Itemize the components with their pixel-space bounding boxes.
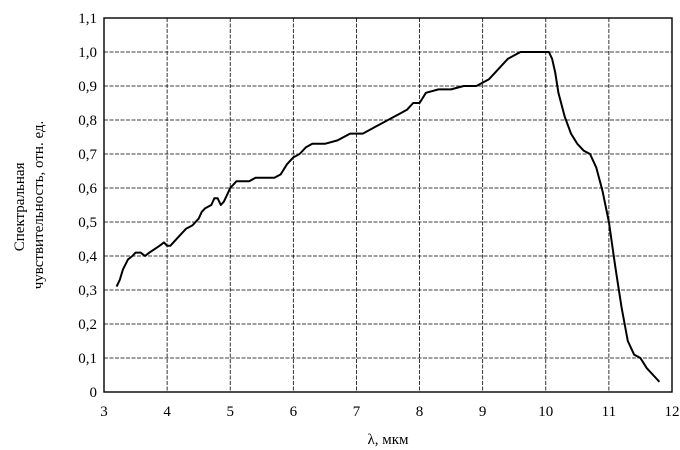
x-tick-label: 12 (665, 404, 680, 420)
y-tick-label: 0,1 (78, 351, 97, 367)
y-tick-label: 0,5 (78, 215, 97, 231)
x-tick-labels: 3 4 5 6 7 8 9 10 11 12 (100, 404, 679, 420)
y-tick-label: 1,0 (78, 45, 97, 61)
y-tick-label: 1,1 (78, 11, 97, 27)
x-tick-label: 4 (163, 404, 171, 420)
x-tick-label: 11 (602, 404, 616, 420)
y-axis-label: Спектральная чувствительность, отн. ед. (12, 121, 47, 290)
y-axis-label-line-2: чувствительность, отн. ед. (31, 121, 47, 290)
x-tick-label: 6 (290, 404, 298, 420)
y-axis-label-line-1: Спектральная (12, 162, 28, 251)
y-tick-label: 0,2 (78, 317, 97, 333)
y-tick-label: 0,8 (78, 113, 97, 129)
x-tick-label: 3 (100, 404, 108, 420)
y-tick-label: 0,4 (78, 249, 97, 265)
series-line (115, 51, 661, 383)
x-tick-label: 8 (416, 404, 424, 420)
y-tick-label: 0,6 (78, 181, 97, 197)
plot-frame (103, 17, 673, 393)
y-tick-label: 0 (90, 385, 98, 401)
y-tick-labels: 0 0,1 0,2 0,3 0,4 0,5 0,6 0,7 0,8 0,9 1,0 1,1 (78, 11, 97, 401)
x-tick-label: 10 (538, 404, 553, 420)
x-tick-label: 7 (353, 404, 361, 420)
x-tick-label: 9 (479, 404, 487, 420)
x-axis-label: λ, мкм (367, 432, 409, 448)
y-tick-label: 0,3 (78, 283, 97, 299)
x-tick-label: 5 (226, 404, 234, 420)
grid (104, 18, 672, 392)
y-tick-label: 0,9 (78, 79, 97, 95)
y-tick-label: 0,7 (78, 147, 97, 163)
